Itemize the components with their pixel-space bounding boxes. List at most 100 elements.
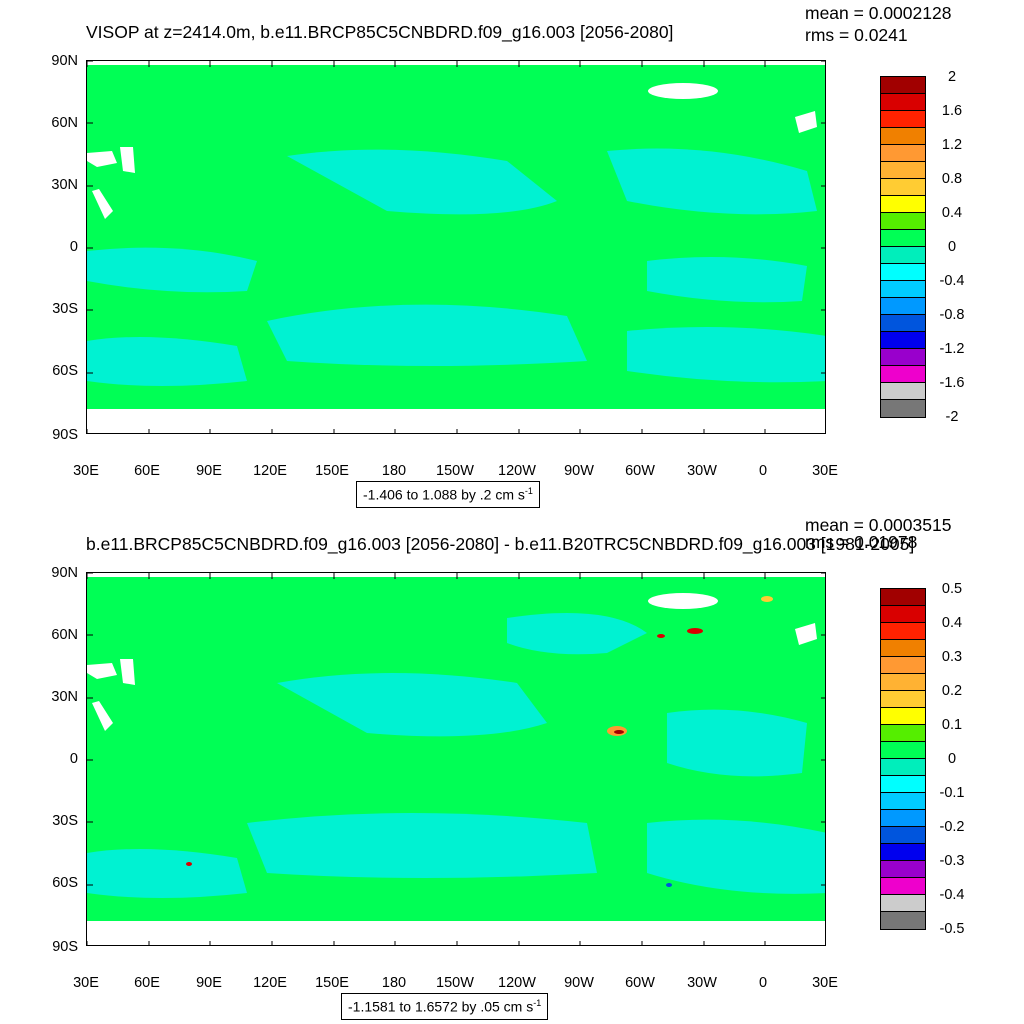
colorbar-swatch: [881, 281, 925, 298]
colorbar-swatch: [881, 691, 925, 708]
colorbar-label: -0.3: [939, 853, 965, 869]
x-tick-label: 120E: [253, 463, 287, 479]
colorbar: [880, 588, 926, 930]
x-tick-label: 30W: [687, 463, 717, 479]
colorbar-label: 0: [947, 239, 957, 255]
bottom-panel-title: b.e11.BRCP85C5CNBDRD.f09_g16.003 [2056-2…: [86, 534, 915, 554]
y-tick-label: 30S: [52, 813, 78, 829]
colorbar-swatch: [881, 827, 925, 844]
x-tick-label: 30E: [73, 463, 99, 479]
colorbar-label: -0.8: [939, 307, 965, 323]
colorbar-swatch: [881, 793, 925, 810]
x-tick-label: 30W: [687, 975, 717, 991]
top-panel: VISOP at z=2414.0m, b.e11.BRCP85C5CNBDRD…: [51, 3, 965, 508]
y-tick-label: 90N: [51, 565, 78, 581]
colorbar-label: 0.5: [941, 581, 963, 597]
colorbar-swatch: [881, 400, 925, 417]
colorbar-swatch: [881, 162, 925, 179]
colorbar-label: 1.2: [941, 137, 963, 153]
x-tick-label: 180: [381, 463, 407, 479]
x-tick-label: 60E: [134, 975, 160, 991]
contour-range-text: -1.1581 to 1.6572 by .05 cm s: [348, 998, 534, 1015]
x-tick-label: 90E: [196, 975, 222, 991]
colorbar-swatch: [881, 77, 925, 94]
colorbar-swatch: [881, 725, 925, 742]
y-tick-label: 30S: [52, 301, 78, 317]
top-panel-rms: rms = 0.0241: [805, 25, 908, 45]
y-tick-label: 60N: [51, 115, 78, 131]
colorbar-label: 0.1: [941, 717, 963, 733]
colorbar-swatch: [881, 332, 925, 349]
y-tick-label: 0: [69, 751, 78, 767]
colorbar-swatch: [881, 298, 925, 315]
colorbar-swatch: [881, 912, 925, 929]
x-tick-label: 60W: [625, 975, 655, 991]
colorbar-swatch: [881, 810, 925, 827]
y-tick-label: 60S: [52, 363, 78, 379]
colorbar-label: -1.6: [939, 375, 965, 391]
colorbar-swatch: [881, 759, 925, 776]
colorbar-swatch: [881, 844, 925, 861]
anomaly-spots: [186, 596, 773, 887]
y-tick-label: 30N: [51, 177, 78, 193]
colorbar-swatch: [881, 776, 925, 793]
x-tick-label: 60E: [134, 463, 160, 479]
unit-exponent: -1: [533, 998, 542, 1008]
colorbar-label: -0.4: [939, 273, 965, 289]
x-tick-label: 0: [758, 975, 768, 991]
colorbar-swatch: [881, 708, 925, 725]
land-mask: [87, 593, 817, 731]
colorbar-label: 2: [947, 69, 957, 85]
x-tick-label: 60W: [625, 463, 655, 479]
colorbar-swatch: [881, 315, 925, 332]
colorbar-swatch: [881, 349, 925, 366]
colorbar-swatch: [881, 589, 925, 606]
bottom-panel-mean: mean = 0.0003515: [805, 515, 952, 535]
x-tick-label: 30E: [73, 975, 99, 991]
y-tick-label: 30N: [51, 689, 78, 705]
colorbar-swatch: [881, 383, 925, 400]
x-tick-label: 120W: [498, 463, 536, 479]
x-tick-label: 0: [758, 463, 768, 479]
colorbar-label: -0.4: [939, 887, 965, 903]
colorbar-swatch: [881, 640, 925, 657]
colorbar-swatch: [881, 861, 925, 878]
x-tick-label: 180: [381, 975, 407, 991]
unit-exponent: -1: [524, 486, 533, 496]
contour-range-box: -1.1581 to 1.6572 by .05 cm s-1: [341, 993, 549, 1020]
colorbar-swatch: [881, 674, 925, 691]
colorbar-swatch: [881, 878, 925, 895]
contour-range-text: -1.406 to 1.088 by .2 cm s: [363, 486, 525, 503]
colorbar-swatch: [881, 196, 925, 213]
top-panel-title: VISOP at z=2414.0m, b.e11.BRCP85C5CNBDRD…: [86, 22, 674, 42]
x-tick-label: 30E: [812, 463, 838, 479]
x-tick-label: 120W: [498, 975, 536, 991]
colorbar-label: -0.1: [939, 785, 965, 801]
colorbar-swatch: [881, 366, 925, 383]
bottom-panel-rms: rms = 0.01978: [805, 532, 918, 552]
x-tick-label: 150E: [315, 463, 349, 479]
colorbar-swatch: [881, 742, 925, 759]
colorbar-label: 0: [947, 751, 957, 767]
land-mask: [87, 83, 817, 219]
x-tick-label: 150W: [436, 975, 474, 991]
bottom-map-plot: [86, 572, 826, 946]
top-map-plot: [86, 60, 826, 434]
colorbar-label: 0.2: [941, 683, 963, 699]
colorbar: [880, 76, 926, 418]
x-tick-label: 30E: [812, 975, 838, 991]
y-tick-label: 90S: [52, 939, 78, 955]
y-tick-label: 90S: [52, 427, 78, 443]
colorbar-swatch: [881, 145, 925, 162]
colorbar-swatch: [881, 623, 925, 640]
colorbar-swatch: [881, 179, 925, 196]
y-tick-label: 90N: [51, 53, 78, 69]
x-tick-label: 90W: [564, 463, 594, 479]
top-panel-mean: mean = 0.0002128: [805, 3, 952, 23]
y-tick-label: 60S: [52, 875, 78, 891]
colorbar-swatch: [881, 247, 925, 264]
x-tick-label: 120E: [253, 975, 287, 991]
colorbar-swatch: [881, 94, 925, 111]
colorbar-swatch: [881, 111, 925, 128]
x-tick-label: 90W: [564, 975, 594, 991]
